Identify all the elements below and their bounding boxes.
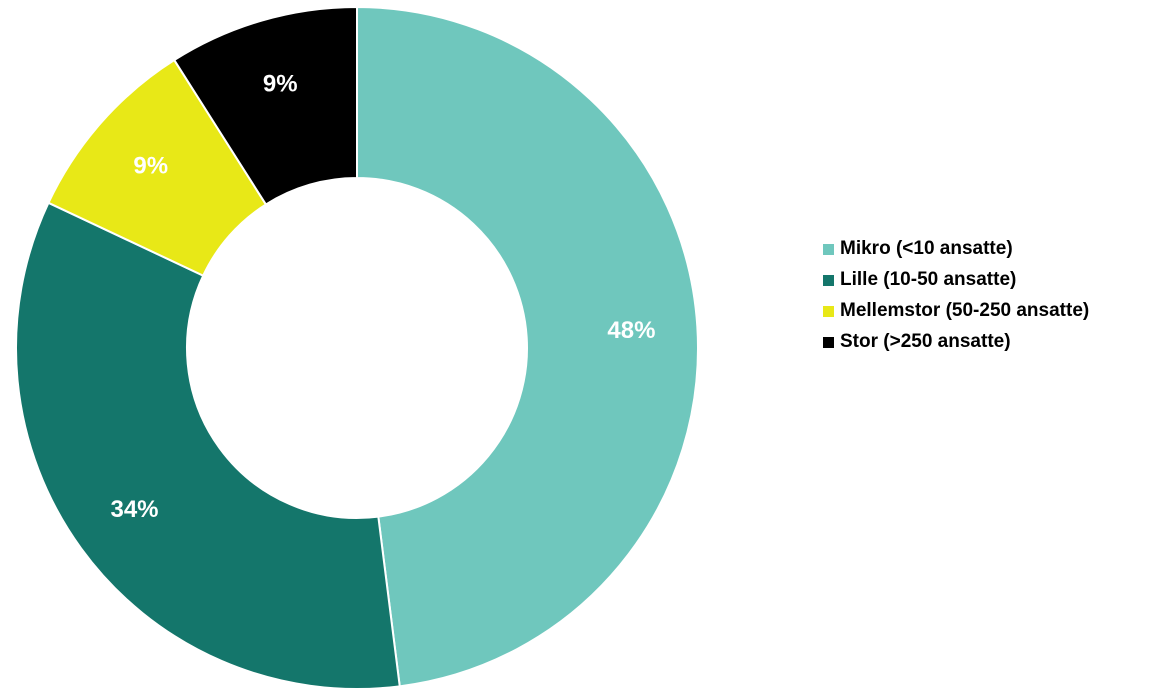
legend-item-lille: Lille (10-50 ansatte) xyxy=(823,267,1089,293)
slice-label-mellemstor: 9% xyxy=(133,153,168,180)
legend-swatch-stor xyxy=(823,336,834,348)
legend-swatch-mellemstor xyxy=(823,305,834,317)
legend-label-mellemstor: Mellemstor (50-250 ansatte) xyxy=(840,300,1090,321)
legend-label-lille: Lille (10-50 ansatte) xyxy=(840,269,1017,290)
legend-item-mikro: Mikro (<10 ansatte) xyxy=(823,236,1089,262)
slice-stor xyxy=(172,5,358,206)
legend-swatch-lille xyxy=(823,274,834,286)
slice-mikro xyxy=(356,5,699,688)
slice-labels: 48% 34% 9% 9% xyxy=(110,70,655,523)
slice-label-lille: 34% xyxy=(110,496,158,523)
slice-label-mikro: 48% xyxy=(607,317,655,344)
slice-label-stor: 9% xyxy=(263,70,298,97)
legend-label-stor: Stor (>250 ansatte) xyxy=(840,331,1011,352)
legend-item-mellemstor: Mellemstor (50-250 ansatte) xyxy=(823,298,1089,324)
legend: Mikro (<10 ansatte) Lille (10-50 ansatte… xyxy=(823,236,1089,360)
legend-item-stor: Stor (>250 ansatte) xyxy=(823,329,1089,355)
donut-slices xyxy=(15,5,699,690)
legend-label-mikro: Mikro (<10 ansatte) xyxy=(840,238,1013,259)
slice-lille xyxy=(15,201,401,690)
legend-swatch-mikro xyxy=(823,243,834,255)
